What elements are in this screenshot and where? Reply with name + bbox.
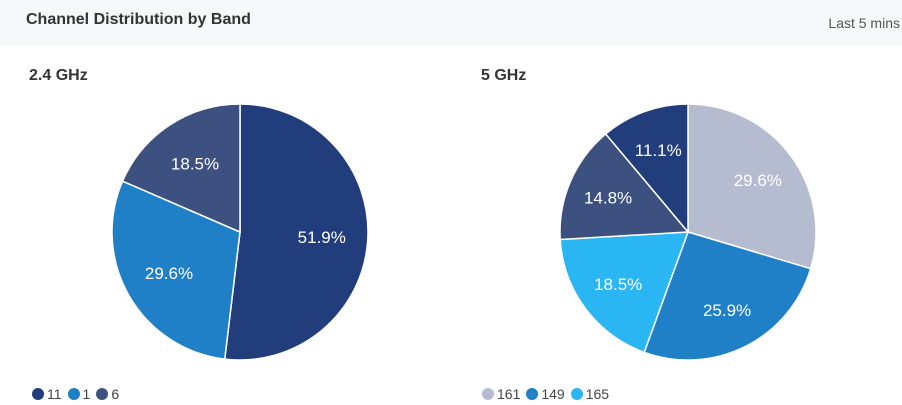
pie-slice-11[interactable] <box>223 103 369 361</box>
slice-value-label: 18.5% <box>171 155 219 174</box>
legend-item-165[interactable]: 165 <box>570 386 610 402</box>
legend-label: 149 <box>541 386 565 402</box>
chart-title: 2.4 GHz <box>29 67 88 84</box>
legend-swatch-icon <box>32 388 44 400</box>
widget-title: Channel Distribution by Band <box>26 11 251 28</box>
chart-legend: 161 149 165 <box>482 386 609 402</box>
pie-slice-1[interactable] <box>111 180 241 360</box>
pie-slice-3[interactable] <box>559 132 690 241</box>
pie-panel-5ghz: 5 GHz 29.6% 25.9% 18.5% 14.8% 11.1% 161 149 16… <box>450 46 900 405</box>
legend-swatch-icon <box>96 388 109 400</box>
legend-label: 6 <box>111 386 120 402</box>
legend-label: 11 <box>47 386 62 402</box>
pie-slice-4[interactable] <box>604 103 689 235</box>
pie-chart-5ghz: 29.6% 25.9% 18.5% 14.8% 11.1% <box>559 103 817 361</box>
legend-label: 161 <box>497 386 521 402</box>
legend-label: 1 <box>82 386 91 402</box>
legend-item-11[interactable]: 11 <box>32 386 62 402</box>
slice-value-label: 29.6% <box>145 264 193 283</box>
pie-chart-2-4ghz: 51.9% 29.6% 18.5% <box>111 103 369 361</box>
legend-item-149[interactable]: 149 <box>526 386 565 402</box>
slice-value-label: 25.9% <box>703 301 751 320</box>
pie-slice-161[interactable] <box>687 103 817 270</box>
slice-value-label: 18.5% <box>594 275 642 294</box>
pie-slice-165[interactable] <box>559 231 690 354</box>
slice-value-label: 11.1% <box>635 141 682 160</box>
pie-slice-149[interactable] <box>643 231 812 361</box>
legend-swatch-icon <box>526 388 539 400</box>
legend-item-1[interactable]: 1 <box>67 386 91 402</box>
legend-swatch-icon <box>482 388 494 400</box>
legend-swatch-icon <box>67 388 80 400</box>
pie-panel-2-4ghz: 2.4 GHz 51.9% 29.6% 18.5% 11 1 6 <box>0 46 450 405</box>
slice-value-label: 51.9% <box>298 228 346 247</box>
time-range-selector[interactable]: Last 5 mins <box>828 15 900 31</box>
pie-slice-6[interactable] <box>121 103 241 234</box>
legend-swatch-icon <box>570 388 583 400</box>
legend-label: 165 <box>585 386 610 402</box>
slice-value-label: 29.6% <box>734 171 782 190</box>
legend-item-161[interactable]: 161 <box>482 386 520 402</box>
chart-title: 5 GHz <box>481 67 527 84</box>
legend-item-6[interactable]: 6 <box>96 386 119 402</box>
chart-legend: 11 1 6 <box>32 386 119 402</box>
widget-header: Channel Distribution by Band Last 5 mins <box>0 0 902 46</box>
slice-value-label: 14.8% <box>584 189 632 208</box>
